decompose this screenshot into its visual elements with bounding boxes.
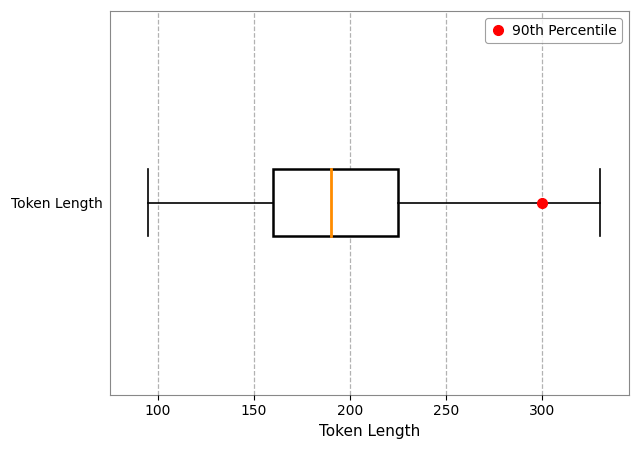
Legend: 90th Percentile: 90th Percentile xyxy=(485,18,622,43)
X-axis label: Token Length: Token Length xyxy=(319,424,420,439)
FancyBboxPatch shape xyxy=(273,169,398,236)
